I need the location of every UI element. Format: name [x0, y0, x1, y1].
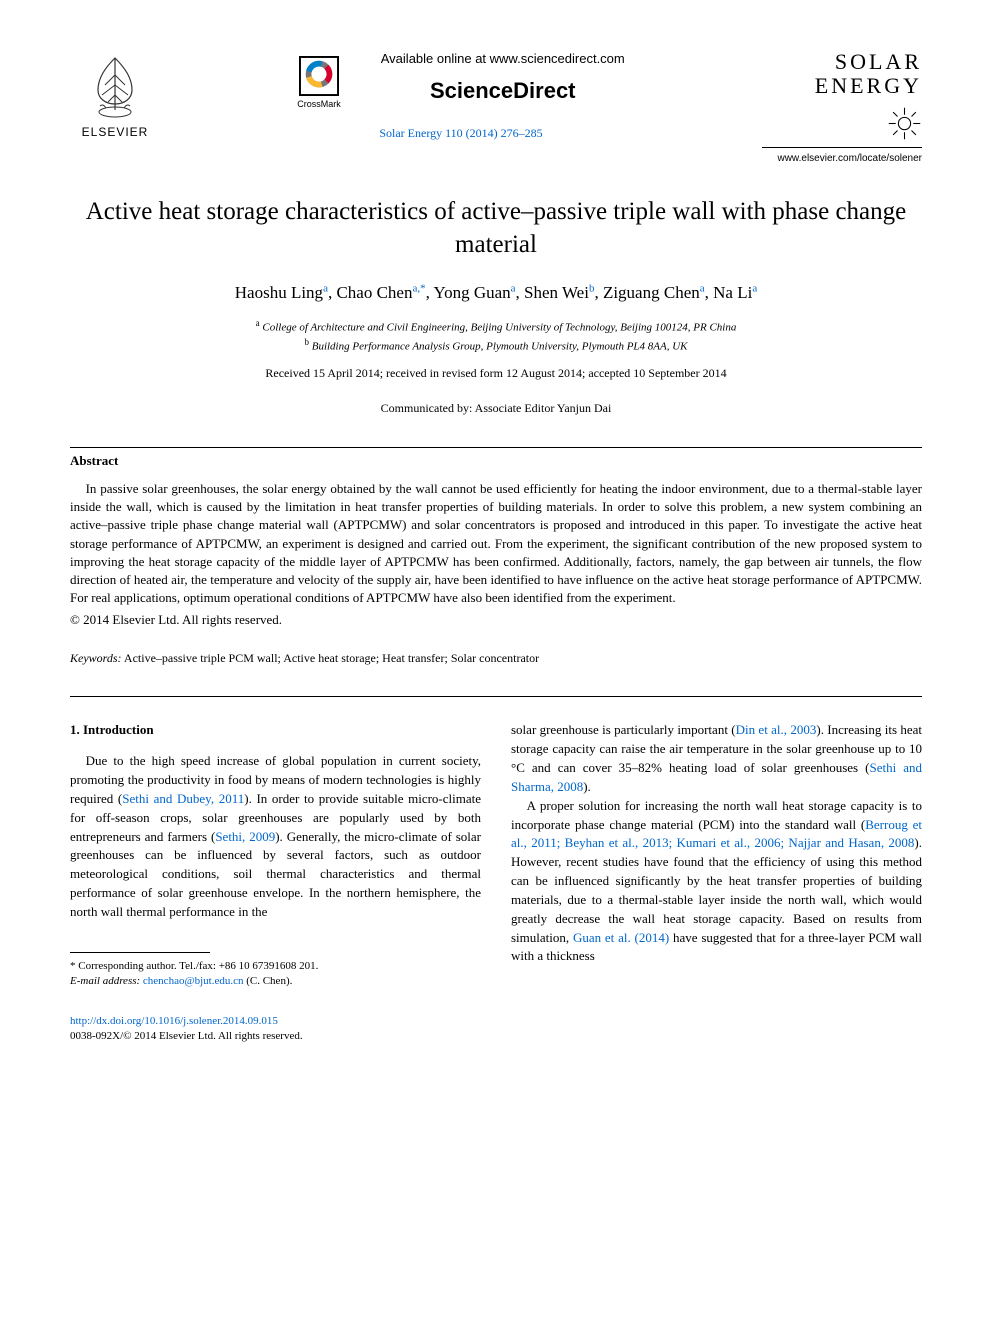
- journal-name-line2: ENERGY: [815, 73, 922, 98]
- left-column: 1. Introduction Due to the high speed in…: [70, 721, 481, 1044]
- sun-icon: [887, 106, 922, 141]
- crossmark-badge[interactable]: CrossMark: [297, 56, 341, 111]
- crossmark-label: CrossMark: [297, 98, 341, 111]
- section-heading: 1. Introduction: [70, 721, 481, 740]
- citation-link[interactable]: Guan et al. (2014): [573, 930, 669, 945]
- affiliation-a: College of Architecture and Civil Engine…: [262, 322, 736, 334]
- keywords-label: Keywords:: [70, 651, 122, 665]
- affiliation-b: Building Performance Analysis Group, Ply…: [312, 341, 688, 353]
- journal-url[interactable]: www.elsevier.com/locate/solener: [762, 152, 922, 166]
- citation-link[interactable]: Sethi and Dubey, 2011: [122, 791, 244, 806]
- author-aff[interactable]: a,: [412, 283, 420, 295]
- abstract-heading: Abstract: [70, 452, 922, 470]
- author-name: Chao Chen: [336, 283, 412, 302]
- journal-reference[interactable]: Solar Energy 110 (2014) 276–285: [180, 125, 742, 142]
- author-name: Yong Guan: [434, 283, 511, 302]
- doi-block: http://dx.doi.org/10.1016/j.solener.2014…: [70, 1014, 481, 1045]
- abstract-text: In passive solar greenhouses, the solar …: [70, 480, 922, 607]
- author-name: Shen Wei: [524, 283, 589, 302]
- citation-link[interactable]: Din et al., 2003: [736, 722, 817, 737]
- authors-list: Haoshu Linga, Chao Chena,*, Yong Guana, …: [70, 281, 922, 305]
- elsevier-tree-icon: [80, 50, 150, 120]
- body-columns: 1. Introduction Due to the high speed in…: [70, 721, 922, 1044]
- body-paragraph: A proper solution for increasing the nor…: [511, 797, 922, 967]
- affiliations: a College of Architecture and Civil Engi…: [70, 317, 922, 355]
- author-aff[interactable]: a: [752, 283, 757, 295]
- body-paragraph: Due to the high speed increase of global…: [70, 752, 481, 922]
- crossmark-icon: [299, 56, 339, 96]
- author-name: Na Li: [713, 283, 752, 302]
- email-label: E-mail address:: [70, 975, 140, 987]
- corresponding-footnote: * Corresponding author. Tel./fax: +86 10…: [70, 959, 481, 990]
- article-dates: Received 15 April 2014; received in revi…: [70, 365, 922, 382]
- page-header: ELSEVIER CrossMark Available online at w…: [70, 50, 922, 166]
- communicated-by: Communicated by: Associate Editor Yanjun…: [70, 400, 922, 417]
- email-link[interactable]: chenchao@bjut.edu.cn: [143, 975, 244, 987]
- author-aff[interactable]: a: [700, 283, 705, 295]
- article-title: Active heat storage characteristics of a…: [70, 196, 922, 261]
- right-column: solar greenhouse is particularly importa…: [511, 721, 922, 1044]
- doi-link[interactable]: http://dx.doi.org/10.1016/j.solener.2014…: [70, 1014, 481, 1029]
- center-header: CrossMark Available online at www.scienc…: [160, 50, 762, 142]
- elsevier-logo: ELSEVIER: [70, 50, 160, 141]
- journal-logo: SOLAR ENERGY www.elsevier.com/locate/sol…: [762, 50, 922, 166]
- copyright-line: © 2014 Elsevier Ltd. All rights reserved…: [70, 611, 922, 629]
- email-author: (C. Chen).: [246, 975, 292, 987]
- journal-name-line1: SOLAR: [835, 49, 922, 74]
- elsevier-label: ELSEVIER: [82, 124, 149, 141]
- author-aff[interactable]: b: [589, 283, 595, 295]
- corresponding-star[interactable]: *: [420, 283, 426, 295]
- keywords-block: Keywords: Active–passive triple PCM wall…: [70, 650, 922, 667]
- footnote-separator: [70, 952, 210, 953]
- author-aff[interactable]: a: [511, 283, 516, 295]
- available-online-text: Available online at www.sciencedirect.co…: [381, 50, 625, 68]
- corresponding-author-line: * Corresponding author. Tel./fax: +86 10…: [70, 959, 481, 974]
- citation-link[interactable]: Sethi, 2009: [215, 829, 275, 844]
- divider: [70, 696, 922, 697]
- sciencedirect-logo: ScienceDirect: [381, 76, 625, 107]
- author-name: Ziguang Chen: [603, 283, 700, 302]
- keywords-text: Active–passive triple PCM wall; Active h…: [124, 651, 539, 665]
- issn-copyright: 0038-092X/© 2014 Elsevier Ltd. All right…: [70, 1029, 481, 1044]
- body-paragraph: solar greenhouse is particularly importa…: [511, 721, 922, 796]
- author-name: Haoshu Ling: [235, 283, 323, 302]
- divider: [70, 447, 922, 448]
- author-aff[interactable]: a: [323, 283, 328, 295]
